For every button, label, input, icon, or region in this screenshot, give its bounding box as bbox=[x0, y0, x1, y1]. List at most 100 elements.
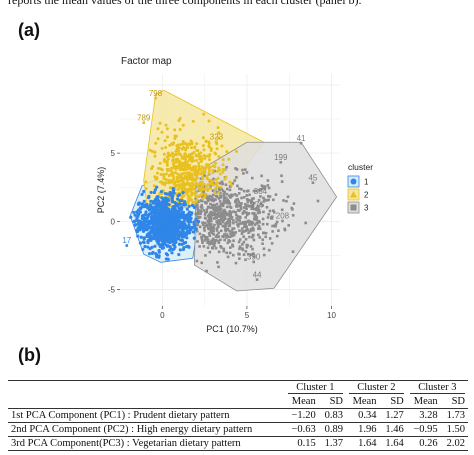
point-cluster-3 bbox=[245, 204, 249, 207]
point-cluster-3 bbox=[252, 197, 255, 200]
point-cluster-3 bbox=[203, 224, 207, 228]
point-cluster-1 bbox=[194, 218, 198, 222]
point-cluster-3 bbox=[194, 197, 197, 201]
point-cluster-3 bbox=[228, 188, 232, 192]
point-cluster-2 bbox=[197, 161, 201, 165]
legend-title: cluster bbox=[348, 162, 373, 172]
point-cluster-3 bbox=[231, 244, 235, 248]
point-cluster-3 bbox=[242, 211, 245, 215]
point-cluster-3 bbox=[212, 229, 215, 233]
point-cluster-3 bbox=[267, 248, 271, 252]
point-cluster-1 bbox=[175, 197, 180, 201]
point-cluster-2 bbox=[213, 151, 217, 155]
point-cluster-3 bbox=[247, 220, 250, 224]
table-cell: 0.89 bbox=[318, 422, 346, 437]
point-cluster-3 bbox=[255, 218, 258, 221]
point-cluster-3 bbox=[196, 207, 199, 211]
point-cluster-2 bbox=[198, 194, 202, 198]
point-cluster-3 bbox=[213, 206, 217, 210]
point-cluster-3 bbox=[262, 253, 266, 257]
point-cluster-3 bbox=[232, 239, 235, 242]
point-cluster-3 bbox=[244, 223, 247, 226]
point-cluster-2 bbox=[213, 191, 217, 195]
point-cluster-2 bbox=[181, 142, 185, 146]
point-cluster-3 bbox=[239, 203, 242, 207]
point-cluster-2 bbox=[211, 171, 215, 175]
point-cluster-2 bbox=[190, 172, 194, 176]
y-tick-label: -5 bbox=[108, 286, 116, 295]
point-cluster-2 bbox=[208, 186, 212, 190]
point-cluster-1 bbox=[190, 211, 194, 215]
point-label: 323 bbox=[210, 133, 224, 142]
caption-fragment: reports the mean values of the three com… bbox=[8, 0, 362, 7]
point-cluster-3 bbox=[210, 231, 214, 235]
point-cluster-2 bbox=[172, 165, 176, 169]
point-cluster-3 bbox=[238, 219, 242, 222]
point-cluster-2 bbox=[153, 154, 157, 158]
point-cluster-2 bbox=[207, 140, 211, 144]
point-cluster-3 bbox=[257, 219, 261, 223]
point-cluster-3 bbox=[209, 228, 213, 231]
point-cluster-1 bbox=[175, 216, 179, 220]
point-cluster-3 bbox=[242, 230, 246, 233]
point-cluster-3 bbox=[244, 220, 247, 224]
labeled-point bbox=[252, 260, 255, 264]
point-cluster-3 bbox=[245, 225, 248, 228]
point-cluster-2 bbox=[218, 172, 222, 176]
point-cluster-1 bbox=[151, 211, 156, 215]
point-cluster-3 bbox=[274, 193, 278, 196]
table-cell: 1.64 bbox=[346, 436, 380, 451]
point-cluster-3 bbox=[207, 227, 210, 231]
point-cluster-3 bbox=[221, 210, 225, 213]
table-cell: 1.64 bbox=[379, 436, 407, 451]
point-cluster-3 bbox=[258, 227, 262, 231]
point-cluster-1 bbox=[133, 223, 137, 227]
point-cluster-3 bbox=[222, 247, 226, 251]
point-cluster-3 bbox=[195, 259, 199, 263]
point-cluster-3 bbox=[262, 185, 265, 189]
point-cluster-2 bbox=[194, 200, 198, 204]
point-cluster-3 bbox=[201, 221, 204, 224]
point-cluster-3 bbox=[242, 172, 245, 175]
point-cluster-2 bbox=[189, 167, 193, 171]
point-cluster-3 bbox=[245, 245, 249, 249]
point-cluster-3 bbox=[225, 165, 228, 169]
point-cluster-3 bbox=[225, 187, 229, 191]
point-cluster-3 bbox=[217, 231, 221, 235]
point-cluster-1 bbox=[175, 233, 179, 237]
point-cluster-3 bbox=[264, 231, 268, 235]
table-sub-header-row: Mean SD Mean SD Mean SD bbox=[8, 395, 468, 409]
point-cluster-3 bbox=[257, 198, 261, 202]
point-cluster-3 bbox=[241, 243, 244, 246]
point-cluster-3 bbox=[241, 227, 244, 230]
point-cluster-3 bbox=[227, 239, 230, 242]
point-cluster-3 bbox=[226, 219, 230, 222]
point-cluster-3 bbox=[230, 235, 233, 238]
point-cluster-2 bbox=[178, 167, 182, 171]
point-cluster-1 bbox=[161, 230, 165, 234]
point-cluster-1 bbox=[141, 227, 145, 232]
point-cluster-1 bbox=[143, 244, 147, 249]
point-cluster-2 bbox=[197, 166, 201, 170]
point-cluster-3 bbox=[224, 229, 228, 233]
point-cluster-2 bbox=[165, 127, 169, 131]
x-tick-label: 10 bbox=[327, 311, 336, 320]
point-cluster-2 bbox=[156, 137, 160, 141]
point-cluster-3 bbox=[249, 253, 253, 256]
point-cluster-1 bbox=[161, 220, 165, 225]
point-cluster-3 bbox=[209, 184, 212, 188]
point-cluster-1 bbox=[163, 217, 167, 221]
point-cluster-1 bbox=[193, 224, 197, 228]
row-label: 2nd PCA Component (PC2) : High energy di… bbox=[8, 422, 285, 437]
point-cluster-2 bbox=[193, 170, 197, 174]
point-cluster-2 bbox=[171, 158, 175, 162]
point-cluster-2 bbox=[201, 144, 205, 148]
point-cluster-3 bbox=[222, 200, 226, 203]
point-label: 44 bbox=[253, 270, 262, 279]
point-cluster-1 bbox=[190, 226, 195, 230]
point-cluster-1 bbox=[153, 188, 157, 192]
point-cluster-3 bbox=[235, 213, 238, 217]
point-cluster-1 bbox=[153, 213, 157, 218]
point-cluster-1 bbox=[166, 207, 171, 211]
point-cluster-2 bbox=[207, 119, 211, 123]
